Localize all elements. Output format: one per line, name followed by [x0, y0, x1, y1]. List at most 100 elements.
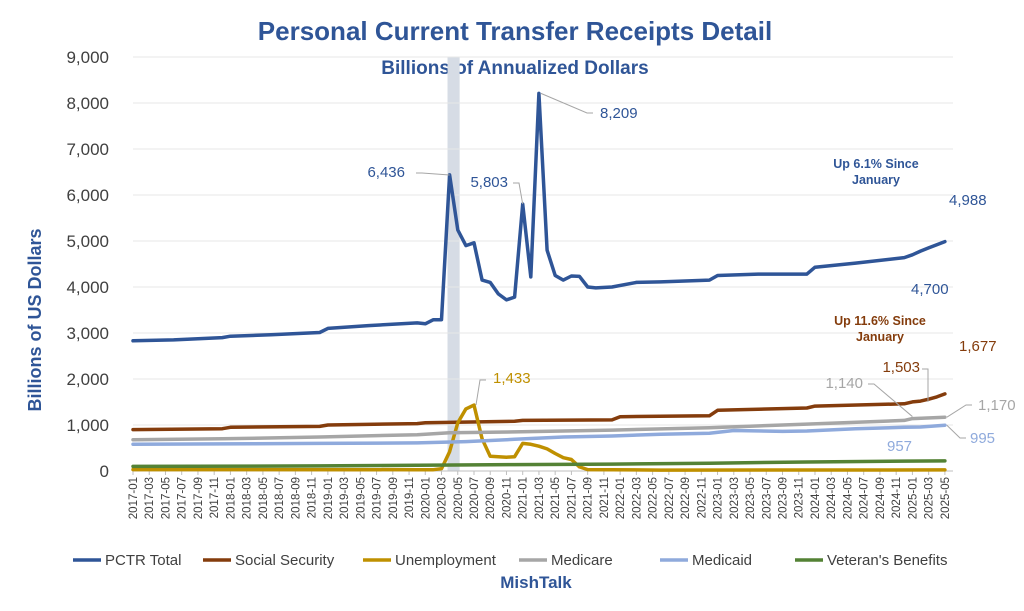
x-tick-label: 2023-03 — [729, 477, 741, 519]
x-tick-label: 2019-05 — [355, 477, 367, 519]
series-line-pctr-total — [131, 91, 947, 343]
data-label: 1,503 — [882, 359, 920, 376]
legend-label: Social Security — [235, 552, 335, 569]
y-tick-label: 8,000 — [66, 94, 109, 113]
x-tick-label: 2024-09 — [875, 477, 887, 519]
recession-band — [447, 57, 460, 471]
note-text: Up 11.6% Since — [834, 314, 926, 328]
chart-subtitle: Billions of Annualized Dollars — [381, 58, 648, 79]
x-tick-label: 2025-01 — [907, 477, 919, 519]
x-tick-label: 2017-03 — [144, 477, 156, 519]
data-label: 957 — [887, 438, 912, 455]
x-tick-label: 2020-05 — [453, 477, 465, 519]
data-label: 1,677 — [959, 338, 997, 355]
legend-label: PCTR Total — [105, 552, 181, 569]
x-tick-label: 2023-01 — [713, 477, 725, 519]
x-tick-label: 2025-05 — [940, 477, 952, 519]
data-label: 5,803 — [470, 174, 508, 191]
x-tick-label: 2017-11 — [209, 477, 221, 518]
x-tick-label: 2021-11 — [599, 477, 611, 518]
series-line-veteran-s-benefits — [131, 459, 947, 469]
x-tick-label: 2024-07 — [859, 477, 871, 519]
y-tick-label: 3,000 — [66, 324, 109, 343]
x-tick-label: 2021-09 — [583, 477, 595, 519]
x-tick-label: 2018-05 — [258, 477, 270, 519]
y-tick-label: 7,000 — [66, 140, 109, 159]
x-tick-label: 2023-05 — [745, 477, 757, 519]
x-tick-label: 2019-03 — [339, 477, 351, 519]
x-tick-label: 2022-11 — [696, 477, 708, 518]
x-tick-label: 2023-07 — [761, 477, 773, 519]
y-tick-label: 2,000 — [66, 370, 109, 389]
x-tick-label: 2017-05 — [160, 477, 172, 519]
note-text: January — [856, 330, 904, 344]
data-label-leader — [416, 172, 450, 176]
data-label: 1,140 — [825, 375, 863, 392]
data-label: 4,988 — [949, 192, 987, 209]
x-tick-label: 2018-07 — [274, 477, 286, 519]
x-tick-label: 2022-03 — [631, 477, 643, 519]
x-tick-label: 2018-03 — [242, 477, 254, 519]
x-tick-label: 2019-11 — [404, 477, 416, 518]
data-label-leader — [475, 379, 486, 406]
x-tick-label: 2018-09 — [290, 477, 302, 519]
note-text: January — [852, 173, 900, 187]
x-tick-label: 2018-01 — [225, 477, 237, 519]
series-line-medicare — [131, 415, 947, 442]
x-tick-label: 2017-07 — [177, 477, 189, 519]
y-tick-label: 6,000 — [66, 186, 109, 205]
y-tick-label: 0 — [100, 462, 109, 481]
x-tick-label: 2020-03 — [437, 477, 449, 519]
x-tick-label: 2024-05 — [842, 477, 854, 519]
x-tick-label: 2018-11 — [307, 477, 319, 518]
y-tick-label: 5,000 — [66, 232, 109, 251]
x-tick-label: 2017-01 — [128, 477, 140, 519]
x-tick-label: 2021-07 — [566, 477, 578, 519]
data-label-leader — [946, 424, 966, 439]
data-label: 6,436 — [367, 164, 405, 181]
x-tick-label: 2021-05 — [550, 477, 562, 519]
x-tick-label: 2021-03 — [534, 477, 546, 519]
chart-title: Personal Current Transfer Receipts Detai… — [258, 16, 772, 46]
x-tick-label: 2024-03 — [826, 477, 838, 519]
x-tick-label: 2022-05 — [648, 477, 660, 519]
legend-label: Medicare — [551, 552, 613, 569]
x-tick-label: 2022-09 — [680, 477, 692, 519]
x-tick-label: 2023-11 — [794, 477, 806, 518]
data-label: 1,170 — [978, 397, 1016, 414]
x-tick-label: 2020-09 — [485, 477, 497, 519]
x-tick-label: 2020-07 — [469, 477, 481, 519]
series-line-medicaid — [131, 423, 947, 447]
x-tick-label: 2017-09 — [193, 477, 205, 519]
x-tick-label: 2019-01 — [323, 477, 335, 519]
data-label-leader — [513, 182, 524, 205]
x-tick-label: 2021-01 — [518, 477, 530, 519]
x-tick-label: 2023-09 — [778, 477, 790, 519]
x-tick-label: 2020-11 — [501, 477, 513, 518]
legend-label: Medicaid — [692, 552, 752, 569]
x-tick-label: 2025-03 — [924, 477, 936, 519]
x-tick-label: 2019-07 — [372, 477, 384, 519]
data-label: 8,209 — [600, 105, 638, 122]
data-label-leader — [922, 368, 929, 402]
data-label: 1,433 — [493, 370, 531, 387]
note-text: Up 6.1% Since — [833, 157, 918, 171]
data-label: 4,700 — [911, 281, 949, 298]
legend-label: Unemployment — [395, 552, 497, 569]
x-tick-label: 2024-01 — [810, 477, 822, 519]
series-line-social-security — [131, 392, 947, 432]
series-line-unemployment — [131, 403, 947, 472]
x-tick-label: 2019-09 — [388, 477, 400, 519]
data-label: 995 — [970, 430, 995, 447]
data-label-leader — [946, 404, 972, 418]
y-tick-label: 9,000 — [66, 48, 109, 67]
y-axis-label: Billions of US Dollars — [25, 228, 45, 411]
data-label-leader — [540, 92, 593, 114]
x-tick-label: 2020-01 — [420, 477, 432, 519]
y-tick-label: 1,000 — [66, 416, 109, 435]
legend-label: Veteran's Benefits — [827, 552, 947, 569]
x-tick-label: 2022-01 — [615, 477, 627, 519]
x-tick-label: 2024-11 — [891, 477, 903, 518]
y-tick-label: 4,000 — [66, 278, 109, 297]
